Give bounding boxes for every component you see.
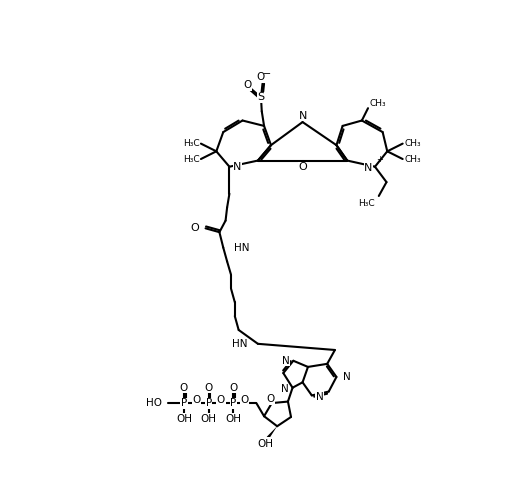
Text: S: S — [258, 92, 265, 103]
Text: HN: HN — [234, 243, 249, 252]
Text: O: O — [298, 162, 307, 172]
Text: O: O — [217, 395, 225, 405]
Text: OH: OH — [176, 413, 192, 424]
Text: O: O — [180, 382, 188, 393]
Text: N: N — [282, 356, 289, 366]
Text: O: O — [205, 382, 213, 393]
Text: H₃C: H₃C — [183, 155, 200, 164]
Text: P: P — [230, 398, 236, 408]
Text: N: N — [343, 372, 350, 382]
Text: N: N — [315, 392, 323, 402]
Text: O: O — [229, 382, 238, 393]
Text: HN: HN — [232, 339, 247, 349]
Text: N: N — [233, 163, 242, 172]
Text: O: O — [257, 72, 265, 82]
Text: CH₃: CH₃ — [404, 155, 421, 164]
Text: OH: OH — [225, 413, 241, 424]
Text: P: P — [206, 398, 212, 408]
Text: O: O — [192, 395, 201, 405]
Text: O: O — [243, 80, 251, 90]
Text: N: N — [364, 164, 372, 173]
Text: −: − — [263, 69, 271, 80]
Polygon shape — [267, 426, 277, 439]
Text: CH₃: CH₃ — [404, 139, 421, 148]
Text: H₃C: H₃C — [358, 199, 375, 208]
Text: CH₃: CH₃ — [369, 99, 386, 108]
Text: O: O — [266, 394, 274, 404]
Text: O: O — [191, 223, 200, 233]
Text: H₃C: H₃C — [183, 139, 200, 148]
Text: P: P — [181, 398, 187, 408]
Text: OH: OH — [201, 413, 216, 424]
Text: HO: HO — [146, 398, 162, 408]
Text: N: N — [299, 110, 307, 120]
Text: OH: OH — [258, 439, 273, 449]
Text: +: + — [376, 155, 383, 164]
Text: O: O — [241, 395, 249, 405]
Text: N: N — [281, 384, 289, 394]
